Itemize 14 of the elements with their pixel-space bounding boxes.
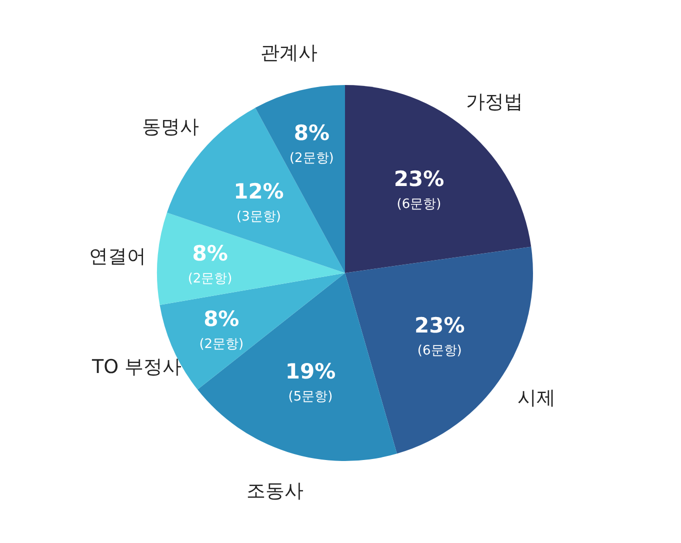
slice-label: 조동사 <box>246 480 304 502</box>
data-label: 8% (2문항) <box>188 241 232 286</box>
data-label: 23% (6문항) <box>394 166 444 212</box>
slice-label: 연결어 <box>89 245 146 268</box>
slice-label: 가정법 <box>466 90 524 113</box>
slice-label: 관계사 <box>260 42 318 64</box>
data-label: 23% (6문항) <box>414 313 465 358</box>
slice-label: 동명사 <box>142 116 200 138</box>
data-label: 12% (3문항) <box>234 179 284 224</box>
data-label: 8% (2문항) <box>199 307 244 352</box>
data-label: 19% (5문항) <box>285 359 336 404</box>
slice-label: TO 부정사 <box>91 356 182 378</box>
data-label: 8% (2문항) <box>289 120 334 166</box>
slice-label: 시제 <box>517 387 556 410</box>
